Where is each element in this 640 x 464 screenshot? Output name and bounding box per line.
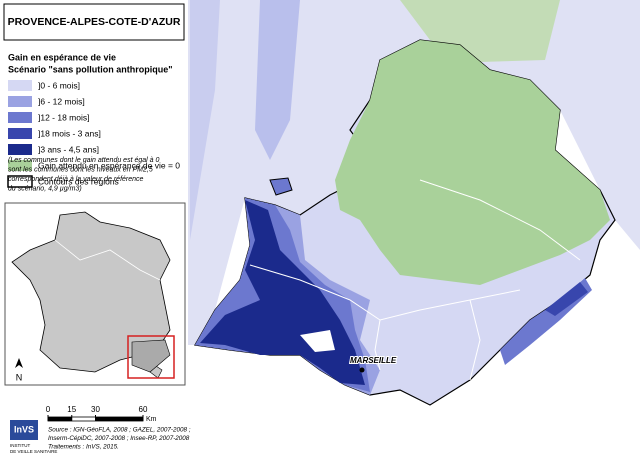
scale-label: 0 <box>46 405 51 414</box>
legend-swatch <box>8 112 32 123</box>
city-label: MARSEILLE <box>350 356 397 365</box>
department-border <box>374 319 381 371</box>
note: (Les communes dont le gain attendu est é… <box>8 157 159 193</box>
map: MARSEILLE <box>188 0 640 464</box>
legend-title: Scénario "sans pollution anthropique" <box>8 64 173 74</box>
legend-swatch <box>8 160 32 171</box>
department-border <box>419 179 581 261</box>
legend-swatch <box>8 144 32 155</box>
scale-label: 60 <box>139 405 148 414</box>
north-arrow <box>15 358 23 368</box>
legend-swatch <box>8 80 32 91</box>
source-line: Source : IGN-GéoFLA, 2008 ; GAZEL, 2007-… <box>48 427 191 434</box>
legend-label: Contours des régions <box>38 176 119 186</box>
france-regions <box>54 239 161 281</box>
legend-label: ]18 mois - 3 ans] <box>38 128 101 138</box>
legend-title: Gain en espérance de vie <box>8 52 116 62</box>
scale-unit: Km <box>146 416 157 423</box>
title-box <box>3 3 185 41</box>
logo-subtitle-line: INSTITUT <box>10 443 30 448</box>
city-dot <box>359 367 365 373</box>
scale-bar-segment <box>95 417 143 421</box>
legend-swatch <box>8 128 32 139</box>
source: Source : IGN-GéoFLA, 2008 ; GAZEL, 2007-… <box>48 427 191 451</box>
note-line: (Les communes dont le gain attendu est é… <box>8 157 159 164</box>
legend: Gain en espérance de vie Scénario "sans p… <box>7 52 180 188</box>
green-zone <box>335 40 610 285</box>
legend-label: ]6 - 12 mois] <box>38 96 85 106</box>
legend-label: Gain attendu en espérance de vie = 0 <box>38 160 180 170</box>
inset-highlight <box>127 335 175 379</box>
note-line: du scénario, 4,9 µg/m3) <box>8 185 82 192</box>
legend-label: ]3 ans - 4,5 ans] <box>38 144 99 154</box>
legend-swatch <box>8 96 32 107</box>
outside-band <box>255 0 300 160</box>
scale-label: 15 <box>67 405 76 414</box>
department-border <box>469 299 481 381</box>
scale-label: 30 <box>91 405 100 414</box>
source-line: Inserm-CépiDC, 2007-2008 ; Insee-RP, 200… <box>48 435 190 442</box>
logo-subtitle-line: DE VEILLE SANITAIRE <box>10 449 57 454</box>
paca-inset <box>131 339 171 373</box>
legend-label: ]12 - 18 mois] <box>38 112 90 122</box>
zone-north <box>269 177 293 196</box>
title: PROVENCE-ALPES-COTE-D'AZUR <box>8 16 181 28</box>
source-line: Traitements : InVS, 2015. <box>48 444 119 451</box>
logo-badge <box>10 420 38 440</box>
logo-name: InVS <box>14 424 34 434</box>
legend-swatch <box>7 175 33 188</box>
zone-east-dark <box>545 282 588 316</box>
outside-green <box>400 0 560 62</box>
france-map <box>11 211 171 373</box>
scale-bar-segment <box>48 417 72 421</box>
legend-label: ]0 - 6 mois] <box>38 80 80 90</box>
etang <box>300 330 335 352</box>
note-line: correspondent déjà à la valeur de référe… <box>8 176 144 183</box>
scale-bar: 0 15 30 60 Km <box>46 405 157 423</box>
note-line: sont les communes dont les niveaux en PM… <box>8 166 153 173</box>
north-label: N <box>16 372 23 382</box>
outside-band <box>190 0 220 240</box>
